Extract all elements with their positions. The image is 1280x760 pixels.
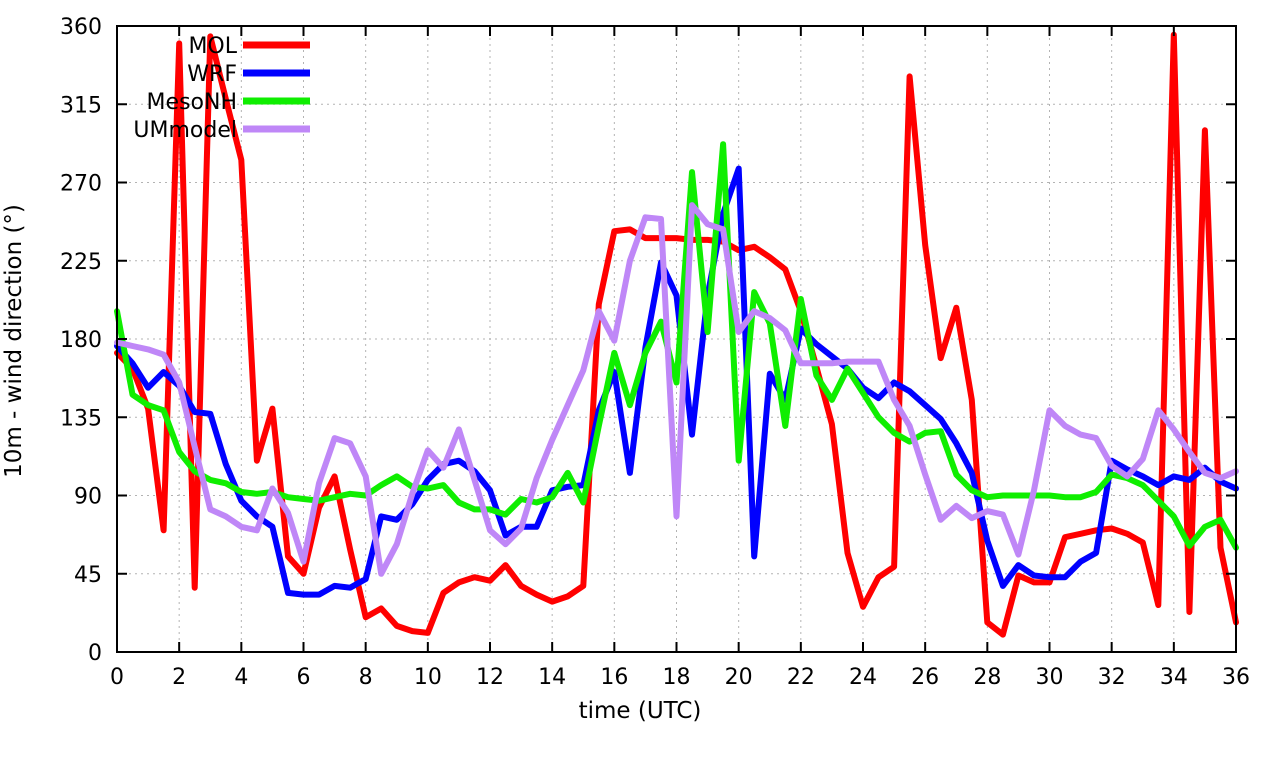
x-tick-label: 24: [849, 665, 877, 690]
legend-label-WRF: WRF: [187, 62, 237, 87]
x-tick-label: 10: [414, 665, 442, 690]
x-tick-label: 2: [172, 665, 186, 690]
y-tick-label: 180: [60, 328, 102, 353]
series-line-WRF: [114, 165, 1239, 598]
x-tick-label: 36: [1222, 665, 1250, 690]
x-tick-label: 28: [973, 665, 1001, 690]
series-line-UMmodel: [114, 202, 1239, 577]
x-tick-label: 30: [1036, 665, 1064, 690]
y-tick-label: 225: [60, 250, 102, 275]
legend-label-UMmodel: UMmodel: [133, 118, 237, 143]
series-line-MOL: [114, 31, 1239, 638]
y-tick-label: 90: [74, 485, 102, 510]
y-axis-title: 10m - wind direction (°): [1, 204, 27, 478]
y-tick-label: 135: [60, 406, 102, 431]
legend-label-MesoNH: MesoNH: [147, 90, 237, 115]
x-tick-label: 8: [359, 665, 373, 690]
y-tick-label: 360: [60, 15, 102, 40]
x-axis-title: time (UTC): [578, 698, 702, 724]
y-tick-label: 45: [74, 563, 102, 588]
x-tick-label: 6: [297, 665, 311, 690]
series-line-MesoNH: [114, 141, 1239, 551]
x-tick-label: 12: [476, 665, 504, 690]
x-tick-label: 20: [725, 665, 753, 690]
x-tick-label: 16: [600, 665, 628, 690]
y-tick-label: 0: [88, 641, 102, 666]
x-tick-label: 26: [911, 665, 939, 690]
x-tick-label: 14: [538, 665, 566, 690]
legend-label-MOL: MOL: [188, 34, 237, 59]
y-tick-label: 315: [60, 93, 102, 118]
x-tick-label: 32: [1098, 665, 1126, 690]
x-tick-label: 34: [1160, 665, 1188, 690]
x-tick-label: 22: [787, 665, 815, 690]
x-tick-label: 18: [663, 665, 691, 690]
y-tick-label: 270: [60, 172, 102, 197]
x-tick-label: 0: [110, 665, 124, 690]
x-tick-label: 4: [234, 665, 248, 690]
